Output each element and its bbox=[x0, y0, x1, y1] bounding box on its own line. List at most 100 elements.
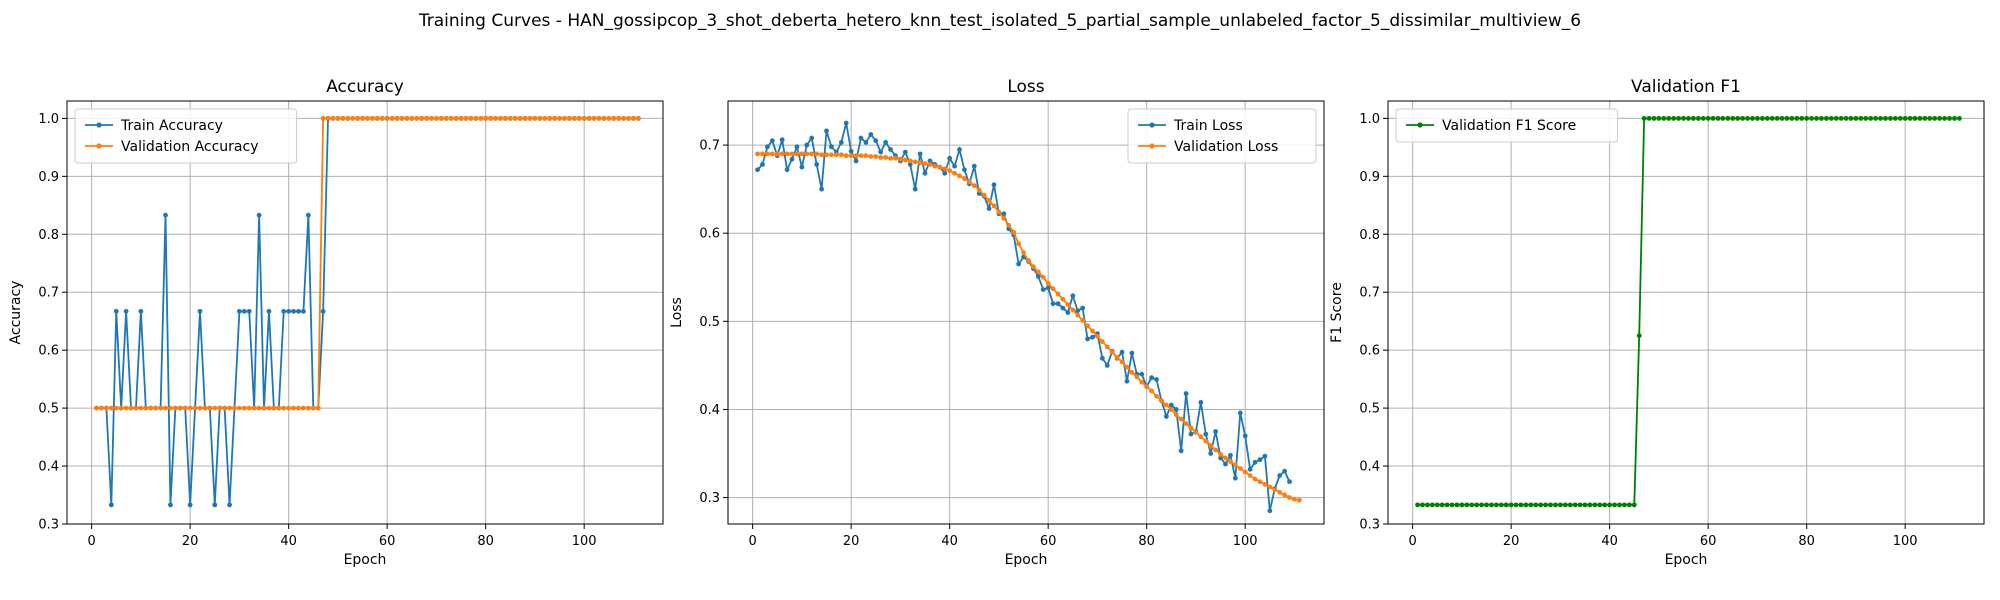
data-point bbox=[1681, 115, 1686, 121]
data-point bbox=[1848, 115, 1854, 121]
data-point bbox=[1090, 334, 1095, 340]
data-point bbox=[567, 115, 572, 121]
data-point bbox=[1183, 421, 1189, 426]
data-point bbox=[1661, 115, 1667, 121]
data-point bbox=[281, 405, 287, 411]
data-point bbox=[1572, 502, 1578, 508]
data-point bbox=[1873, 115, 1879, 121]
data-point bbox=[320, 308, 326, 314]
data-point bbox=[1178, 448, 1184, 454]
data-point bbox=[755, 151, 760, 157]
data-point bbox=[1907, 115, 1913, 121]
data-point bbox=[1912, 115, 1918, 121]
data-point bbox=[1095, 333, 1100, 339]
data-point bbox=[517, 115, 523, 121]
data-point bbox=[1001, 211, 1007, 217]
y-tick-label: 0.4 bbox=[1359, 460, 1380, 475]
chart-title: Loss bbox=[1007, 77, 1044, 97]
data-point bbox=[172, 405, 178, 411]
data-point bbox=[1267, 484, 1273, 490]
x-tick-label: 0 bbox=[1408, 534, 1416, 549]
data-point bbox=[809, 151, 815, 157]
data-point bbox=[601, 115, 607, 121]
data-point bbox=[888, 147, 893, 152]
data-point bbox=[493, 115, 498, 121]
data-point bbox=[197, 308, 203, 314]
data-point bbox=[1631, 502, 1637, 508]
data-point bbox=[1607, 502, 1613, 508]
legend-marker bbox=[96, 122, 102, 128]
data-point bbox=[1247, 466, 1253, 472]
data-point bbox=[1523, 502, 1529, 508]
data-point bbox=[1035, 273, 1041, 279]
data-point bbox=[1937, 115, 1943, 121]
data-point bbox=[976, 187, 982, 193]
data-point bbox=[1277, 489, 1283, 495]
data-point bbox=[1050, 286, 1056, 292]
data-point bbox=[883, 140, 889, 145]
data-point bbox=[760, 151, 765, 157]
data-point bbox=[1262, 453, 1268, 459]
data-point bbox=[966, 179, 972, 185]
data-point bbox=[1070, 307, 1076, 313]
data-point bbox=[1213, 429, 1219, 434]
data-point bbox=[902, 149, 908, 155]
data-point bbox=[256, 405, 262, 411]
data-point bbox=[1769, 115, 1775, 121]
data-point bbox=[1257, 457, 1263, 463]
y-tick-label: 0.8 bbox=[38, 228, 59, 243]
data-point bbox=[424, 115, 429, 121]
data-point bbox=[305, 405, 311, 411]
x-tick-label: 40 bbox=[280, 534, 297, 549]
data-point bbox=[1011, 229, 1017, 235]
data-point bbox=[799, 151, 805, 157]
data-point bbox=[168, 502, 173, 508]
data-point bbox=[532, 115, 538, 121]
data-point bbox=[1114, 355, 1120, 360]
data-point bbox=[1730, 115, 1736, 121]
data-point bbox=[863, 153, 869, 159]
data-point bbox=[1444, 502, 1450, 508]
data-point bbox=[1646, 115, 1652, 121]
data-point bbox=[1050, 301, 1056, 307]
data-point bbox=[794, 144, 800, 150]
data-point bbox=[394, 115, 400, 121]
data-point bbox=[453, 115, 459, 121]
data-point bbox=[888, 155, 893, 161]
data-point bbox=[246, 308, 252, 314]
data-point bbox=[409, 115, 415, 121]
data-point bbox=[138, 405, 144, 411]
data-point bbox=[296, 308, 301, 314]
plot-frame bbox=[1387, 100, 1985, 525]
data-point bbox=[912, 159, 918, 165]
data-point bbox=[374, 115, 380, 121]
data-point bbox=[212, 405, 218, 411]
data-point bbox=[1154, 393, 1159, 399]
gridlines bbox=[1388, 101, 1984, 525]
data-point bbox=[315, 405, 321, 411]
data-point bbox=[932, 163, 938, 169]
data-point bbox=[222, 405, 228, 411]
data-point bbox=[1287, 479, 1292, 485]
data-point bbox=[635, 115, 641, 121]
data-point bbox=[907, 162, 913, 167]
data-point bbox=[1883, 115, 1888, 121]
data-point bbox=[443, 115, 449, 121]
data-point bbox=[1695, 115, 1701, 121]
data-point bbox=[626, 115, 631, 121]
x-tick-label: 100 bbox=[1233, 534, 1258, 549]
data-point bbox=[1710, 115, 1716, 121]
data-point bbox=[1902, 115, 1908, 121]
data-point bbox=[1296, 497, 1302, 503]
data-point bbox=[1232, 462, 1238, 468]
data-point bbox=[266, 308, 272, 314]
data-point bbox=[488, 115, 493, 121]
x-axis-label: Epoch bbox=[1665, 552, 1708, 568]
data-point bbox=[241, 405, 247, 411]
x-tick-label: 80 bbox=[1138, 534, 1155, 549]
data-point bbox=[1858, 115, 1864, 121]
data-point bbox=[1705, 115, 1711, 121]
data-point bbox=[1819, 115, 1824, 121]
data-point bbox=[1277, 473, 1283, 478]
